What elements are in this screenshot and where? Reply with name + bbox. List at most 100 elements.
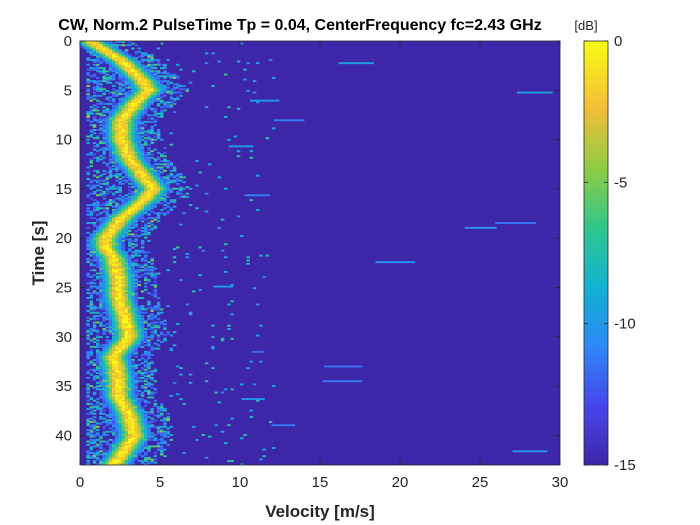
heatmap-cell — [90, 136, 94, 138]
heatmap-cell — [102, 170, 106, 172]
heatmap-cell — [99, 315, 103, 317]
heatmap-cell — [150, 436, 154, 438]
heatmap-cell — [160, 199, 164, 201]
heatmap-cell — [157, 339, 161, 341]
heatmap-cell — [144, 233, 148, 235]
heatmap-cell — [166, 432, 170, 434]
heatmap-cell — [102, 198, 106, 200]
heatmap-cell — [182, 196, 186, 198]
heatmap-cell — [138, 346, 142, 348]
heatmap-cell — [93, 92, 97, 94]
heatmap-cell — [90, 385, 94, 387]
heatmap-cell — [96, 209, 100, 211]
heatmap-cell — [240, 383, 244, 385]
heatmap-cell — [96, 331, 100, 333]
heatmap-cell — [99, 450, 103, 452]
heatmap-cell — [86, 305, 90, 307]
heatmap-cell — [163, 410, 167, 412]
heatmap-cell — [86, 82, 90, 84]
heatmap-cell — [141, 116, 145, 118]
heatmap-cell — [112, 101, 116, 103]
heatmap-cell — [163, 207, 167, 209]
heatmap-cell — [141, 450, 145, 452]
heatmap-cell — [160, 454, 164, 456]
heatmap-cell — [150, 338, 154, 340]
heatmap-cell — [141, 220, 145, 222]
heatmap-cell — [170, 106, 174, 108]
heatmap-cell — [96, 372, 100, 374]
heatmap-cell — [131, 251, 135, 253]
colorbar-tick-label: 0 — [614, 33, 622, 50]
heatmap-cell — [102, 434, 106, 436]
heatmap-cell — [163, 436, 167, 438]
heatmap-cell — [134, 230, 138, 232]
heatmap-cell — [198, 289, 202, 291]
heatmap-cell — [154, 268, 158, 270]
heatmap-cell — [176, 87, 180, 89]
heatmap-cell — [179, 224, 183, 226]
heatmap-cell — [154, 439, 158, 441]
heatmap-cell — [154, 227, 158, 229]
heatmap-cell — [112, 201, 116, 203]
heatmap-cell — [93, 292, 97, 294]
heatmap-cell — [138, 364, 142, 366]
heatmap-cell — [154, 295, 158, 297]
y-tick-label: 0 — [64, 33, 72, 50]
heatmap-cell — [93, 462, 97, 464]
heatmap-cell — [138, 271, 142, 273]
heatmap-cell — [118, 183, 122, 185]
heatmap-cell — [173, 188, 177, 190]
heatmap-cell — [122, 176, 126, 178]
heatmap-cell — [90, 217, 94, 219]
heatmap-cell — [96, 90, 100, 92]
heatmap-cell — [99, 336, 103, 338]
heatmap-cell — [93, 364, 97, 366]
heatmap-cell — [179, 279, 183, 281]
heatmap-cell — [93, 129, 97, 131]
heatmap-cell — [138, 48, 142, 50]
heatmap-cell — [176, 188, 180, 190]
heatmap-cell — [150, 109, 154, 111]
heatmap-cell — [96, 336, 100, 338]
heatmap-cell — [96, 307, 100, 309]
heatmap-cell — [160, 212, 164, 214]
heatmap-cell — [102, 427, 106, 429]
heatmap-cell — [144, 121, 148, 123]
heatmap-cell — [179, 95, 183, 97]
heatmap-cell — [154, 392, 158, 394]
heatmap-cell — [99, 207, 103, 209]
heatmap-cell — [125, 238, 129, 240]
heatmap-cell — [163, 449, 167, 451]
heatmap-cell — [150, 284, 154, 286]
heatmap-cell — [96, 458, 100, 460]
heatmap-cell — [147, 61, 151, 63]
heatmap-cell — [93, 308, 97, 310]
heatmap-cell — [154, 100, 158, 102]
heatmap-cell — [90, 442, 94, 444]
heatmap-cell — [86, 408, 90, 410]
heatmap-cell — [189, 204, 193, 206]
heatmap-cell — [256, 335, 260, 337]
heatmap-cell — [147, 357, 151, 359]
heatmap-cell — [170, 434, 174, 436]
heatmap-cell — [195, 207, 199, 209]
heatmap-cell — [99, 158, 103, 160]
heatmap-cell — [160, 209, 164, 211]
heatmap-cell — [109, 103, 113, 105]
heatmap-cell — [141, 132, 145, 134]
heatmap-cell — [221, 392, 225, 394]
heatmap-cell — [86, 98, 90, 100]
heatmap-cell — [179, 193, 183, 195]
heatmap-cell — [166, 75, 170, 77]
heatmap-cell — [154, 380, 158, 382]
heatmap-cell — [144, 447, 148, 449]
heatmap-cell — [163, 152, 167, 154]
x-tick-label: 0 — [76, 474, 84, 491]
heatmap-cell — [272, 385, 276, 387]
heatmap-cell — [166, 269, 170, 271]
heatmap-cell — [128, 180, 132, 182]
heatmap-cell — [182, 403, 186, 405]
heatmap-cell — [189, 374, 193, 376]
heatmap-cell — [170, 426, 174, 428]
heatmap-cell — [250, 157, 254, 159]
